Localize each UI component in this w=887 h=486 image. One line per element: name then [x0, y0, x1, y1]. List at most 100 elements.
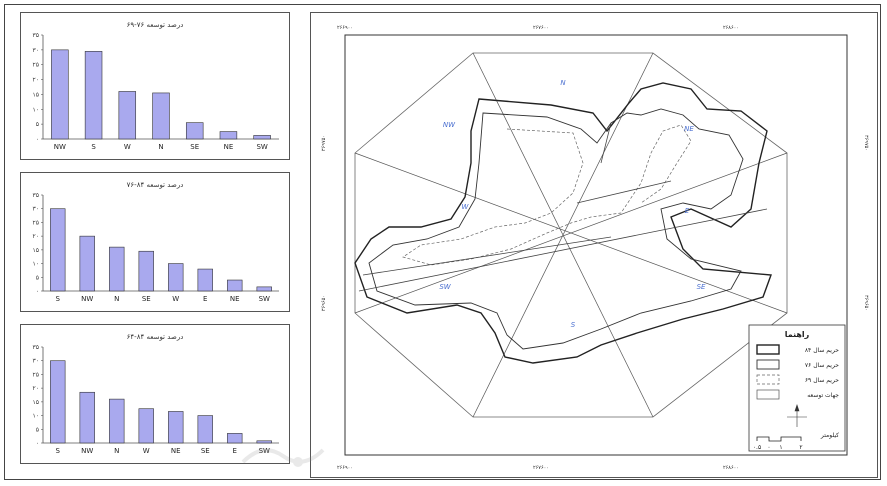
legend-swatch-1990	[756, 374, 780, 385]
category-label: SE	[190, 143, 199, 151]
y-tick-label: ۲۰	[33, 77, 39, 84]
map-inner-frame	[344, 34, 848, 456]
bar-ne	[168, 411, 184, 444]
scale-tick: ۰	[767, 444, 770, 451]
bar-sw	[256, 286, 272, 292]
direction-label-sw: SW	[439, 283, 451, 291]
y-tick-label: ۱۰	[33, 261, 39, 268]
chart-panel-2: درصد توسعه ۸۴-۷۶ ۰ ۵ ۱۰ ۱۵ ۲۰ ۲۵ ۳۰ ۳۵ S NW N SE W E N…	[20, 172, 290, 312]
y-tick-label: ۱۵	[33, 91, 39, 98]
bar-e	[227, 433, 243, 444]
category-label: E	[203, 295, 207, 303]
bar-nw	[79, 391, 95, 444]
coord-top-3: ۲۶۸۶۰۰	[723, 25, 739, 31]
direction-label-n: N	[560, 79, 566, 87]
category-label: NW	[81, 447, 93, 455]
scale-tick: ۲	[799, 444, 802, 451]
map-panel: ۲۶۶۹۰۰ ۲۶۷۶۰۰ ۲۶۸۶۰۰ ۲۶۶۹۰۰ ۲۶۷۶۰۰ ۲۶۸۶۰…	[310, 12, 878, 478]
bar-ne	[227, 279, 243, 292]
coord-bottom-2: ۲۶۷۶۰۰	[533, 465, 549, 471]
y-tick-label: ۰	[36, 440, 39, 447]
direction-label-nw: NW	[443, 121, 456, 129]
chart-panel-3: درصد توسعه ۸۴-۶۴ ۰ ۵ ۱۰ ۱۵ ۲۰ ۲۵ ۳۰ ۳۵ S NW N W NE SE…	[20, 324, 290, 464]
y-tick-label: ۵	[36, 274, 39, 281]
bar-s	[84, 51, 103, 140]
bar-w	[138, 408, 154, 444]
legend-item-directions: جهات توسعه	[807, 392, 839, 399]
map-legend: راهنما حریم سال ۸۴ حریم سال ۷۶ حریم سال …	[748, 324, 846, 452]
legend-item-1990: حریم سال ۶۹	[805, 377, 839, 384]
chart-title: درصد توسعه ۷۶-۶۹	[127, 21, 184, 29]
direction-label-s: S	[571, 321, 576, 329]
bar-e	[197, 268, 213, 292]
bar-s	[50, 208, 66, 292]
coord-bottom-1: ۲۶۶۹۰۰	[337, 465, 353, 471]
legend-swatch-directions	[756, 389, 780, 400]
boundary-1990	[402, 124, 692, 266]
bar-sw	[256, 440, 272, 444]
category-label: NW	[54, 143, 66, 151]
y-tick-label: ۱۵	[33, 399, 39, 406]
bar-chart-2: درصد توسعه ۸۴-۷۶ ۰ ۵ ۱۰ ۱۵ ۲۰ ۲۵ ۳۰ ۳۵ S NW N SE W E N…	[33, 181, 279, 303]
bar-nw	[79, 235, 95, 292]
coord-left-2: ۳۶۹۶۵۰	[321, 295, 327, 311]
bar-w	[118, 91, 137, 140]
category-label: SE	[142, 295, 151, 303]
direction-label-e: E	[685, 207, 690, 215]
direction-octagon	[354, 52, 788, 418]
y-tick-label: ۵	[36, 426, 39, 433]
chart-axes	[42, 347, 279, 444]
y-tick-label: ۳۰	[33, 47, 39, 54]
category-label: SE	[201, 447, 210, 455]
coord-left-1: ۳۶۹۷۵۰	[321, 135, 327, 151]
category-label: S	[56, 447, 61, 455]
legend-item-1984: حریم سال ۸۴	[805, 347, 839, 354]
chart-title: درصد توسعه ۸۴-۷۶	[127, 181, 184, 189]
bar-se	[185, 122, 204, 140]
legend-swatch-1984	[756, 344, 780, 355]
y-tick-label: ۲۰	[33, 233, 39, 240]
y-tick-label: ۳۰	[33, 358, 39, 365]
category-label: W	[124, 143, 131, 151]
bar-n	[109, 246, 125, 292]
y-tick-label: ۳۰	[33, 206, 39, 213]
y-tick-label: ۰	[36, 136, 39, 143]
bar-n	[109, 398, 125, 444]
category-label: W	[172, 295, 179, 303]
category-label: N	[114, 295, 119, 303]
watermark-mark	[241, 448, 325, 467]
y-tick-label: ۱۰	[33, 413, 39, 420]
bar-nw	[51, 49, 69, 140]
roads	[358, 122, 768, 292]
bar-se	[138, 250, 154, 292]
category-label: N	[158, 143, 163, 151]
direction-label-se: SE	[697, 283, 706, 291]
chart-title: درصد توسعه ۸۴-۶۴	[127, 333, 184, 341]
category-label: NE	[230, 295, 240, 303]
figure-frame	[4, 4, 881, 480]
direction-label-w: W	[462, 203, 470, 211]
bar-n	[152, 92, 170, 140]
y-tick-label: ۰	[36, 288, 39, 295]
chart-panel-1: درصد توسعه ۷۶-۶۹ ۰ ۵ ۱۰ ۱۵ ۲۰ ۲۵ ۳۰ ۳۵ NW S W N SE NE…	[20, 12, 290, 160]
legend-swatch-1997	[756, 359, 780, 370]
category-label: SW	[259, 295, 270, 303]
category-label: NW	[81, 295, 93, 303]
category-label: S	[91, 143, 96, 151]
sector-lines	[354, 52, 788, 418]
north-arrow-icon	[787, 404, 807, 427]
coord-right-1: ۳۶۹۷۵۰	[863, 135, 869, 151]
scale-label: کیلومتر	[820, 432, 839, 439]
coord-top-2: ۲۶۷۶۰۰	[533, 25, 549, 31]
boundary-1997	[368, 108, 744, 350]
category-label: SW	[256, 143, 267, 151]
scale-tick: ۱	[779, 444, 782, 451]
y-tick-label: ۵	[36, 121, 39, 128]
bar-se	[197, 415, 213, 444]
y-tick-label: ۳۵	[33, 192, 39, 199]
category-label: W	[143, 447, 150, 455]
y-tick-label: ۱۰	[33, 106, 39, 113]
y-tick-label: ۱۵	[33, 247, 39, 254]
